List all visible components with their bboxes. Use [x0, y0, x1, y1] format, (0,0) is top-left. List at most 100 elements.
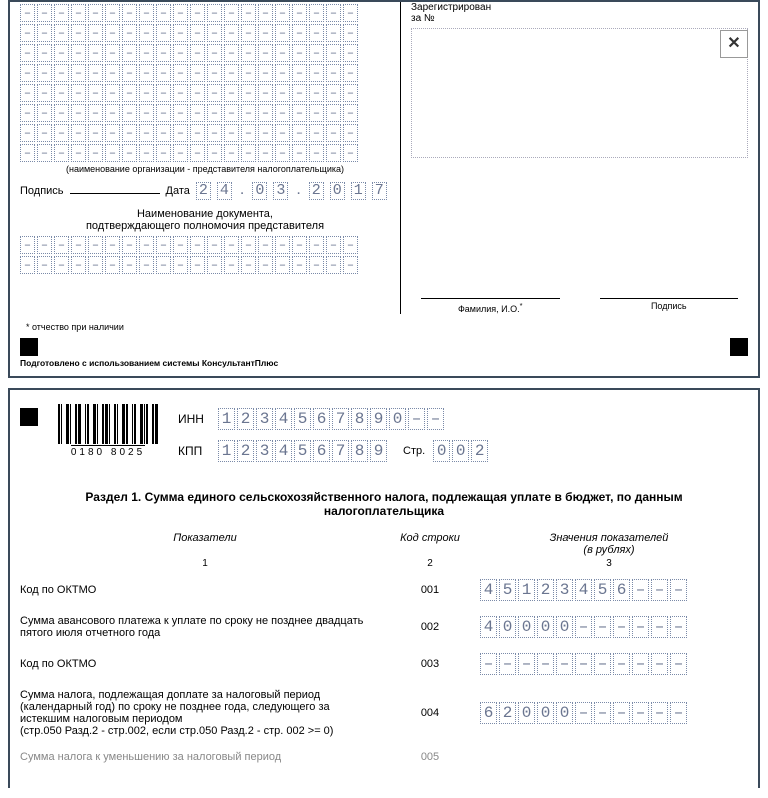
doc-name-caption: Наименование документа, подтверждающего …	[20, 208, 390, 232]
cell: 2	[499, 702, 516, 724]
cell: 4	[275, 408, 292, 430]
cell: 6	[313, 408, 330, 430]
cell: 0	[452, 440, 469, 462]
cell: –	[651, 653, 668, 675]
cell: 2	[237, 440, 254, 462]
date-sep: .	[238, 181, 246, 199]
prepared-by: Подготовлено с использованием системы Ко…	[20, 358, 748, 368]
cell: 2	[537, 579, 554, 601]
cut-row: Сумма налога к уменьшению за налоговый п…	[20, 751, 748, 763]
cell: –	[499, 653, 516, 675]
cell: 9	[370, 408, 387, 430]
signature-date-row: Подпись Дата 2 4 . 0 3 . 2 0 1 7	[20, 180, 390, 200]
cell: –	[632, 653, 649, 675]
section-title: Раздел 1. Сумма единого сельскохозяйстве…	[50, 490, 718, 518]
cell: 0	[537, 616, 554, 638]
date-m1: 0	[252, 182, 267, 200]
cell: 4	[575, 579, 592, 601]
table-row: Сумма авансового платежа к уплате по сро…	[20, 615, 748, 639]
data-rows: Код по ОКТМО00145123456–––Сумма авансово…	[20, 579, 748, 737]
cell: 7	[332, 408, 349, 430]
sub-1: 1	[20, 558, 390, 569]
doc-name-line1: Наименование документа,	[20, 208, 390, 220]
cell: 8	[351, 440, 368, 462]
cell: 4	[480, 616, 497, 638]
cell: –	[575, 653, 592, 675]
cell: 0	[518, 616, 535, 638]
cell: 0	[556, 616, 573, 638]
cell: 1	[518, 579, 535, 601]
page-footer	[20, 338, 748, 356]
cell: 6	[613, 579, 630, 601]
row-label: Код по ОКТМО	[20, 584, 390, 596]
cell: 3	[256, 408, 273, 430]
cell: 3	[556, 579, 573, 601]
cell: –	[480, 653, 497, 675]
kpp-cells: 123456789	[218, 440, 387, 462]
cell: 0	[518, 702, 535, 724]
cell: –	[651, 616, 668, 638]
cell: –	[427, 408, 444, 430]
cell: 0	[499, 616, 516, 638]
cell: 0	[537, 702, 554, 724]
org-rep-caption: (наименование организации - представител…	[20, 164, 390, 174]
cell: 4	[275, 440, 292, 462]
cell: –	[670, 579, 687, 601]
cell: 5	[499, 579, 516, 601]
doc-name-line2: подтверждающего полномочия представителя	[20, 220, 390, 232]
right-signature-label: Подпись	[600, 301, 739, 311]
inn-label: ИНН	[178, 412, 210, 426]
fio-block: Фамилия, И.О.*	[421, 298, 560, 314]
page-1-bottom: –––––––––––––––––––– –––––––––––––––––––…	[8, 0, 760, 378]
close-button[interactable]: ✕	[720, 30, 748, 58]
row-label: Сумма налога, подлежащая доплате за нало…	[20, 689, 390, 737]
right-signature-block: Подпись	[600, 298, 739, 314]
cell: 1	[218, 440, 235, 462]
row-label: Код по ОКТМО	[20, 658, 390, 670]
cell: –	[556, 653, 573, 675]
cell: 6	[480, 702, 497, 724]
table-row: Код по ОКТМО003–––––––––––	[20, 653, 748, 675]
date-m2: 3	[273, 182, 288, 200]
table-subheader: 1 2 3	[20, 558, 748, 569]
cell: 0	[433, 440, 450, 462]
cell: –	[632, 702, 649, 724]
sub-2: 2	[390, 558, 470, 569]
cell: 2	[471, 440, 488, 462]
date-y2: 0	[330, 182, 345, 200]
table-row: Сумма налога, подлежащая доплате за нало…	[20, 689, 748, 737]
cell: 1	[218, 408, 235, 430]
right-column: Зарегистрирован за № Фамилия, И.О.* Подп…	[401, 2, 748, 314]
kpp-label: КПП	[178, 444, 210, 458]
barcode: 0180 8025	[58, 404, 158, 458]
date-d2: 4	[217, 182, 232, 200]
row-label: Сумма авансового платежа к уплате по сро…	[20, 615, 390, 639]
table-row: Код по ОКТМО00145123456–––	[20, 579, 748, 601]
inn-kpp-block: ИНН 1234567890–– КПП 123456789 Стр. 002	[178, 404, 488, 470]
date-y1: 2	[309, 182, 324, 200]
page-cells: 002	[433, 440, 488, 462]
cell: –	[575, 702, 592, 724]
date-y4: 7	[372, 182, 387, 200]
cell: 5	[294, 408, 311, 430]
date-d1: 2	[196, 182, 211, 200]
cell: –	[594, 616, 611, 638]
cell: 3	[256, 440, 273, 462]
row-cells: 40000––––––	[470, 616, 748, 638]
cell: –	[594, 702, 611, 724]
marker-top-left	[20, 408, 38, 426]
cell: –	[613, 653, 630, 675]
cell: –	[518, 653, 535, 675]
cell: 0	[389, 408, 406, 430]
row-cells: 45123456–––	[470, 579, 748, 601]
registered-label: Зарегистрирован за №	[411, 2, 748, 24]
marker-left	[20, 338, 38, 356]
hdr-values: Значения показателей (в рублях)	[470, 532, 748, 556]
hdr-code: Код строки	[390, 532, 470, 556]
cell: –	[651, 579, 668, 601]
hdr-indicators: Показатели	[20, 532, 390, 556]
date-sep: .	[294, 181, 302, 199]
table-header: Показатели Код строки Значения показател…	[20, 532, 748, 556]
fio-star: *	[520, 301, 523, 310]
cell: –	[575, 616, 592, 638]
